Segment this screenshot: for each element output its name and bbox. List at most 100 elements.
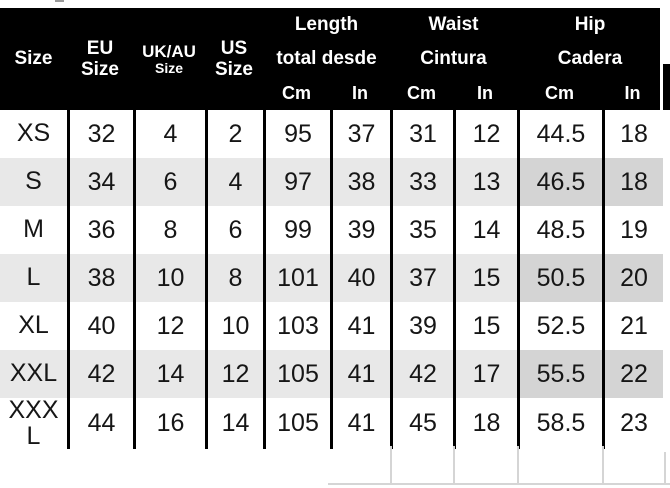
header-waist-in: In (477, 82, 493, 103)
cell-length-cm: 103 (263, 302, 330, 350)
cell-waist-in: 18 (453, 398, 517, 449)
cell-ukau: 10 (133, 254, 205, 302)
cell-us: 12 (205, 350, 263, 398)
table-row-xxxl: XXXL 44 16 14 105 41 45 18 58.5 23 (0, 396, 663, 450)
header-ukau-line1: UK/AU (142, 41, 196, 61)
header-ukau-size: UK/AU Size (133, 8, 205, 110)
cell-length-in: 41 (330, 302, 390, 350)
header-eu-size: EU Size (67, 8, 133, 110)
cell-size: XXXL (0, 396, 67, 450)
cell-size: XL (0, 302, 67, 350)
cell-us: 4 (205, 158, 263, 206)
header-length-es: total desde (276, 48, 377, 69)
table-body: XS 32 4 2 95 37 31 12 44.5 18 S 34 6 4 9… (0, 110, 663, 450)
cell-length-in: 40 (330, 254, 390, 302)
cell-ukau: 4 (133, 110, 205, 158)
cell-waist-cm: 42 (390, 350, 453, 398)
cell-hip-in: 18 (602, 158, 663, 206)
cell-hip-cm: 55.5 (517, 350, 602, 398)
grid-line (390, 446, 392, 484)
cell-hip-in: 22 (602, 350, 663, 398)
cell-ukau: 6 (133, 158, 205, 206)
cell-eu: 44 (67, 398, 133, 449)
header-right-block (663, 64, 670, 110)
cell-ukau: 12 (133, 302, 205, 350)
cell-eu: 34 (67, 158, 133, 206)
cell-hip-cm: 44.5 (517, 110, 602, 158)
size-label: M (23, 215, 44, 244)
cell-ukau: 14 (133, 350, 205, 398)
cell-size: XS (0, 110, 67, 158)
cell-hip-cm: 48.5 (517, 206, 602, 254)
cell-waist-in: 15 (453, 254, 517, 302)
cell-hip-cm: 52.5 (517, 302, 602, 350)
size-label: XS (16, 119, 51, 148)
cell-length-cm: 99 (263, 206, 330, 254)
table-row-xxl: XXL 42 14 12 105 41 42 17 55.5 22 (0, 350, 663, 398)
cell-length-cm: 97 (263, 158, 330, 206)
cell-ukau: 8 (133, 206, 205, 254)
cell-hip-in: 19 (602, 206, 663, 254)
cell-size: S (0, 158, 67, 206)
header-waist-en: Waist (428, 14, 479, 35)
cell-hip-in: 21 (602, 302, 663, 350)
cell-size: L (0, 254, 67, 302)
cell-waist-in: 15 (453, 302, 517, 350)
table-row-xl: XL 40 12 10 103 41 39 15 52.5 21 (0, 302, 663, 350)
header-ukau-line2: Size (154, 59, 183, 76)
cell-length-cm: 101 (263, 254, 330, 302)
cell-length-cm: 95 (263, 110, 330, 158)
header-hip-en: Hip (574, 14, 606, 35)
cell-us: 8 (205, 254, 263, 302)
cell-us: 2 (205, 110, 263, 158)
grid-line (664, 452, 666, 484)
cell-eu: 36 (67, 206, 133, 254)
size-label: XXXL (8, 396, 59, 450)
cell-us: 10 (205, 302, 263, 350)
header-hip-cm: Cm (544, 82, 574, 103)
table-row-xs: XS 32 4 2 95 37 31 12 44.5 18 (0, 110, 663, 158)
cell-us: 14 (205, 398, 263, 449)
cell-hip-cm: 46.5 (517, 158, 602, 206)
size-label: S (25, 167, 42, 196)
cell-waist-cm: 45 (390, 398, 453, 449)
cell-waist-cm: 37 (390, 254, 453, 302)
cell-length-in: 41 (330, 398, 390, 449)
size-label: XL (18, 311, 49, 340)
header-waist-es: Cintura (420, 48, 487, 69)
table-row-s: S 34 6 4 97 38 33 13 46.5 18 (0, 158, 663, 206)
cell-size: M (0, 206, 67, 254)
cell-hip-in: 18 (602, 110, 663, 158)
cell-hip-cm: 58.5 (517, 398, 602, 449)
cell-length-in: 37 (330, 110, 390, 158)
cell-length-in: 41 (330, 350, 390, 398)
header-eu-line1: EU (86, 37, 114, 59)
size-label: L (26, 263, 41, 292)
cell-length-cm: 105 (263, 350, 330, 398)
header-length-in: In (352, 82, 368, 103)
header-hip-es: Cadera (557, 48, 623, 69)
cell-hip-in: 20 (602, 254, 663, 302)
cell-length-cm: 105 (263, 398, 330, 449)
table-row-m: M 36 8 6 99 39 35 14 48.5 19 (0, 206, 663, 254)
header-length-cm: Cm (281, 82, 311, 103)
crop-artifact (55, 0, 64, 2)
cell-ukau: 16 (133, 398, 205, 449)
cell-waist-cm: 31 (390, 110, 453, 158)
cell-length-in: 39 (330, 206, 390, 254)
grid-line (453, 446, 455, 484)
cell-waist-cm: 39 (390, 302, 453, 350)
header-hip-in: In (624, 82, 641, 103)
cell-eu: 32 (67, 110, 133, 158)
cell-hip-in: 23 (602, 398, 663, 449)
cell-waist-cm: 35 (390, 206, 453, 254)
header-us-line2: Size (214, 59, 254, 80)
cell-waist-in: 12 (453, 110, 517, 158)
header-waist-cm: Cm (406, 82, 436, 103)
grid-line (517, 446, 519, 484)
cell-size: XXL (0, 350, 67, 398)
header-length-en: Length (294, 14, 359, 35)
cell-waist-cm: 33 (390, 158, 453, 206)
cell-waist-in: 14 (453, 206, 517, 254)
